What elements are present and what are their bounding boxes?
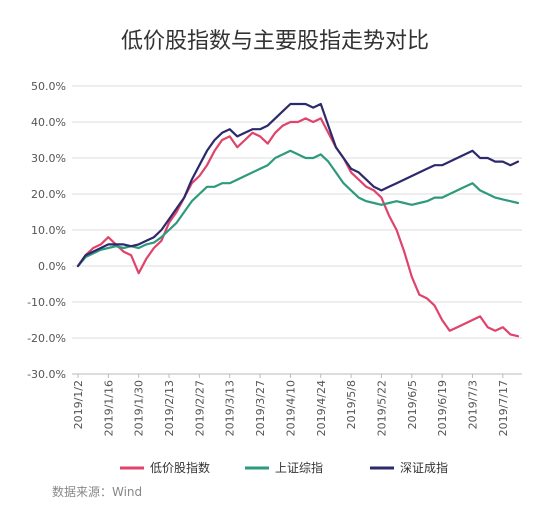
x-tick-label: 2019/2/27 — [193, 380, 206, 436]
x-tick-label: 2019/1/16 — [102, 380, 115, 436]
series-line — [76, 117, 520, 338]
chart-title: 低价股指数与主要股指走势对比 — [121, 29, 429, 54]
series-line — [76, 149, 520, 268]
y-tick-label: 40.0% — [31, 116, 66, 129]
x-tick-label: 2019/5/22 — [375, 380, 388, 436]
source-note: 数据来源：Wind — [52, 484, 142, 499]
y-axis-ticks: 50.0% 40.0% 30.0% 20.0% 10.0% 0.0% -10.0% -20.0… — [27, 80, 66, 381]
series-lines — [76, 102, 520, 338]
x-tick-label: 2019/7/17 — [497, 380, 510, 436]
y-tick-label: 30.0% — [31, 152, 66, 165]
y-tick-label: -10.0% — [27, 296, 66, 309]
x-tick-label: 2019/5/8 — [345, 380, 358, 429]
legend-label: 低价股指数 — [150, 460, 210, 475]
legend-label: 上证综指 — [275, 460, 323, 475]
legend: 低价股指数 上证综指 深证成指 — [120, 460, 448, 475]
x-axis-ticks: 2019/1/2 2019/1/16 2019/1/30 2019/2/13 2019/… — [72, 374, 510, 436]
grid-lines — [72, 85, 522, 375]
x-tick-label: 2019/4/24 — [315, 380, 328, 436]
x-tick-label: 2019/6/19 — [436, 380, 449, 436]
x-tick-label: 2019/7/3 — [466, 380, 479, 429]
y-tick-label: 20.0% — [31, 188, 66, 201]
y-tick-label: 50.0% — [31, 80, 66, 93]
y-tick-label: 0.0% — [38, 260, 66, 273]
x-tick-label: 2019/4/10 — [284, 380, 297, 436]
x-tick-label: 2019/3/13 — [224, 380, 237, 436]
x-tick-label: 2019/2/13 — [163, 380, 176, 436]
legend-label: 深证成指 — [400, 460, 448, 475]
y-tick-label: -30.0% — [27, 368, 66, 381]
y-tick-label: -20.0% — [27, 332, 66, 345]
x-tick-label: 2019/6/5 — [406, 380, 419, 429]
y-tick-label: 10.0% — [31, 224, 66, 237]
x-tick-label: 2019/1/30 — [133, 380, 146, 436]
x-tick-label: 2019/1/2 — [72, 380, 85, 429]
x-tick-label: 2019/3/27 — [254, 380, 267, 436]
series-line — [76, 102, 520, 268]
